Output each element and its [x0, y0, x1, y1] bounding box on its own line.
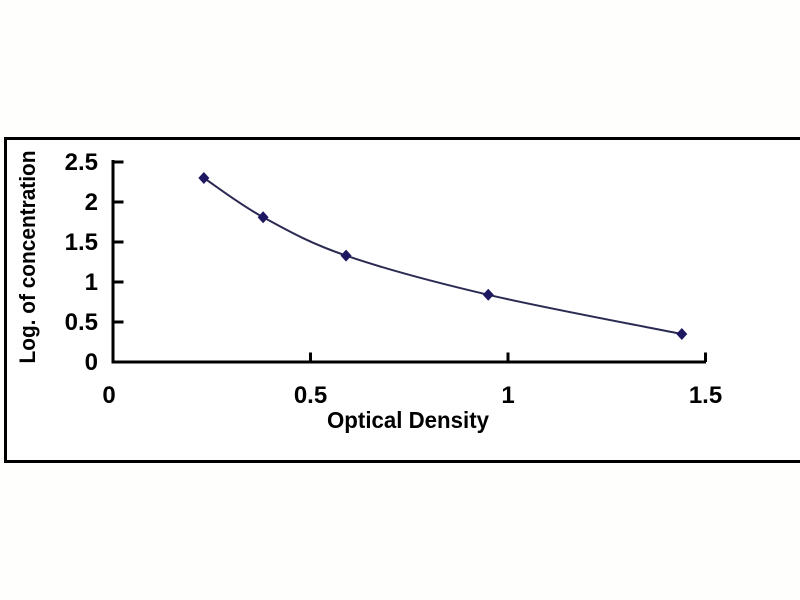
axes-layer: 0 0.5 1 1.5 0 0.5 1 1.5 2 2.5	[65, 149, 723, 409]
x-tick-label: 1.5	[689, 382, 722, 409]
chart-frame	[4, 137, 800, 463]
y-tick-label: 2	[85, 189, 98, 216]
data-point-diamond	[340, 249, 352, 262]
y-tick-label: 1.5	[65, 229, 98, 256]
y-tick-label: 0.5	[65, 309, 98, 336]
series-layer	[198, 172, 688, 340]
y-tick-label: 1	[85, 269, 98, 296]
data-point-diamond	[482, 288, 494, 301]
series-curve	[203, 177, 682, 335]
x-tick-label: 0.5	[294, 382, 327, 409]
x-axis-title: Optical Density	[327, 407, 489, 433]
data-point-diamond	[676, 328, 688, 340]
y-tick-label: 0	[85, 349, 98, 376]
data-point-diamond	[257, 211, 269, 224]
y-tick-label: 2.5	[65, 149, 98, 176]
x-tick-label: 1	[501, 382, 514, 409]
y-axis-title: Log. of concentration	[15, 151, 40, 364]
data-point-diamond	[198, 172, 210, 184]
x-tick-label: 0	[102, 382, 115, 409]
